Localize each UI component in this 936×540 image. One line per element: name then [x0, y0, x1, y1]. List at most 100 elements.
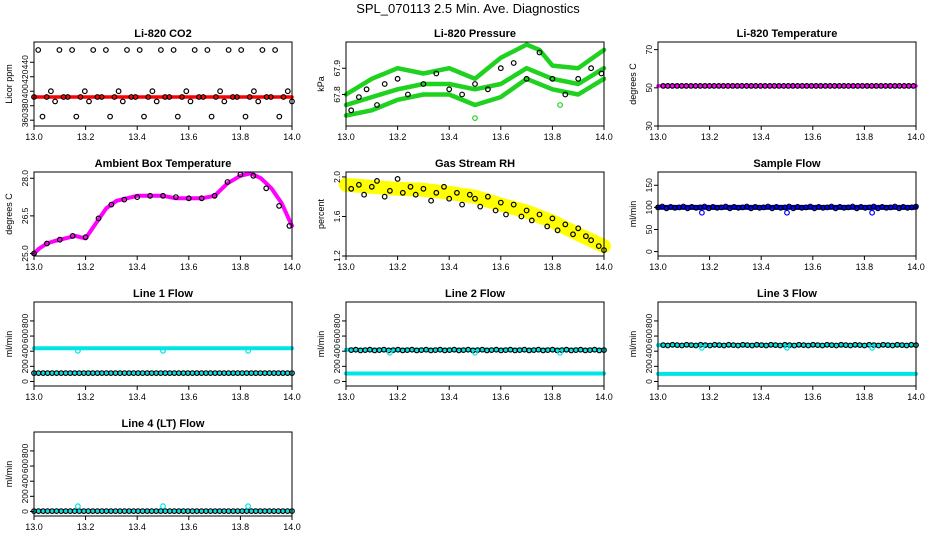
y-tick-label: 1.2 — [332, 250, 342, 262]
data-point — [35, 47, 42, 53]
y-tick-label: 400 — [20, 84, 30, 98]
data-point — [211, 192, 218, 199]
series-line-4-averages — [31, 508, 295, 515]
data-point — [187, 98, 194, 105]
data-point — [575, 75, 582, 82]
chart-panel-10: Line 4 (LT) Flow ml/min 13.0 13.2 13.4 13.6 13… — [4, 418, 301, 532]
x-tick-label: 13.8 — [544, 392, 562, 402]
data-point — [497, 65, 504, 72]
y-axis-label: ml/min — [628, 201, 638, 228]
data-point — [225, 47, 232, 53]
y-tick-label: 100 — [644, 200, 654, 214]
data-point — [224, 179, 231, 185]
chart-title: Line 1 Flow — [133, 288, 193, 300]
y-tick-label: 380 — [20, 98, 30, 112]
series-band — [343, 42, 607, 97]
data-point — [121, 196, 128, 203]
plot-frame — [657, 301, 917, 387]
data-point — [368, 183, 375, 190]
x-tick-label: 13.2 — [77, 132, 95, 142]
chart-title: Li-820 Temperature — [737, 28, 838, 40]
x-tick-label: 14.0 — [595, 262, 613, 272]
chart-panel-6: Sample Flow ml/min 13.0 13.2 13.4 13.6 13.8 14.… — [628, 158, 925, 272]
x-tick-label: 13.2 — [389, 262, 407, 272]
data-point — [394, 175, 401, 182]
data-point — [250, 172, 257, 179]
data-point — [595, 243, 602, 250]
data-point — [124, 47, 130, 53]
data-point — [250, 88, 257, 95]
chart-panel-5: Gas Stream RH percent 13.0 13.2 13.4 13.6 13.8… — [316, 158, 613, 272]
data-point — [208, 113, 215, 120]
data-point — [77, 94, 84, 100]
data-point — [136, 47, 143, 53]
y-tick-label: 200 — [644, 359, 654, 373]
x-tick-label: 14.0 — [907, 392, 925, 402]
x-tick-label: 13.8 — [856, 392, 874, 402]
chart-title: Sample Flow — [753, 158, 821, 170]
data-point — [246, 94, 253, 100]
data-point — [348, 107, 355, 114]
data-point — [198, 195, 205, 202]
x-tick-label: 13.8 — [232, 522, 250, 532]
data-point — [102, 47, 109, 53]
data-point — [280, 94, 287, 100]
series-band — [343, 65, 607, 108]
x-tick-label: 13.8 — [544, 132, 562, 142]
data-point — [73, 113, 80, 120]
y-tick-label: 800 — [332, 314, 342, 328]
data-point — [361, 191, 368, 198]
data-point — [272, 47, 279, 53]
data-point — [134, 194, 141, 201]
y-tick-label: 200 — [20, 359, 30, 373]
y-axis-label: ml/min — [4, 331, 14, 358]
x-tick-label: 13.8 — [232, 392, 250, 402]
series-box-temperature-averages — [31, 171, 293, 257]
x-tick-label: 14.0 — [283, 132, 301, 142]
series-band — [343, 76, 607, 118]
series-box-temperature — [32, 171, 294, 256]
series-sample-flow-dips — [699, 209, 875, 216]
data-point — [536, 49, 543, 56]
x-tick-label: 14.0 — [595, 392, 613, 402]
data-point — [374, 177, 380, 184]
data-point — [119, 98, 126, 105]
data-point — [263, 185, 270, 192]
x-tick-label: 13.6 — [804, 392, 822, 402]
data-point — [348, 185, 355, 192]
series-line-4-spikes — [74, 503, 252, 510]
data-point — [74, 347, 81, 354]
y-tick-label: 800 — [644, 314, 654, 328]
x-tick-label: 13.2 — [701, 132, 719, 142]
chart-panel-4: Ambient Box Temperature degrees C 13.0 13.2… — [4, 158, 301, 272]
y-axis-label: ml/min — [4, 461, 14, 488]
plot-frame — [345, 171, 605, 257]
data-point — [503, 211, 509, 218]
y-tick-label: 400 — [20, 344, 30, 358]
y-tick-label: 67.8 — [332, 86, 342, 103]
series-line-3-dips — [699, 344, 875, 351]
data-point — [557, 102, 563, 108]
data-point — [459, 201, 466, 208]
data-point — [784, 344, 790, 351]
y-tick-label: 30 — [644, 121, 654, 131]
chart-title: Li-820 CO2 — [134, 28, 191, 40]
y-tick-label: 400 — [332, 344, 342, 358]
plot-frame — [657, 41, 917, 127]
data-point — [56, 236, 63, 243]
plot-frame — [345, 41, 605, 127]
data-point — [179, 94, 185, 100]
data-point — [492, 207, 499, 214]
data-point — [544, 223, 551, 230]
x-tick-label: 13.4 — [440, 132, 458, 142]
x-tick-label: 13.2 — [701, 392, 719, 402]
data-point — [575, 225, 582, 232]
y-tick-label: 26.5 — [20, 207, 30, 224]
data-point — [554, 227, 561, 234]
data-point — [255, 98, 262, 105]
series-pressure-averages — [348, 49, 605, 114]
data-point — [510, 201, 517, 208]
x-tick-label: 13.4 — [752, 132, 770, 142]
y-tick-label: 600 — [20, 459, 30, 473]
data-point — [381, 81, 388, 87]
